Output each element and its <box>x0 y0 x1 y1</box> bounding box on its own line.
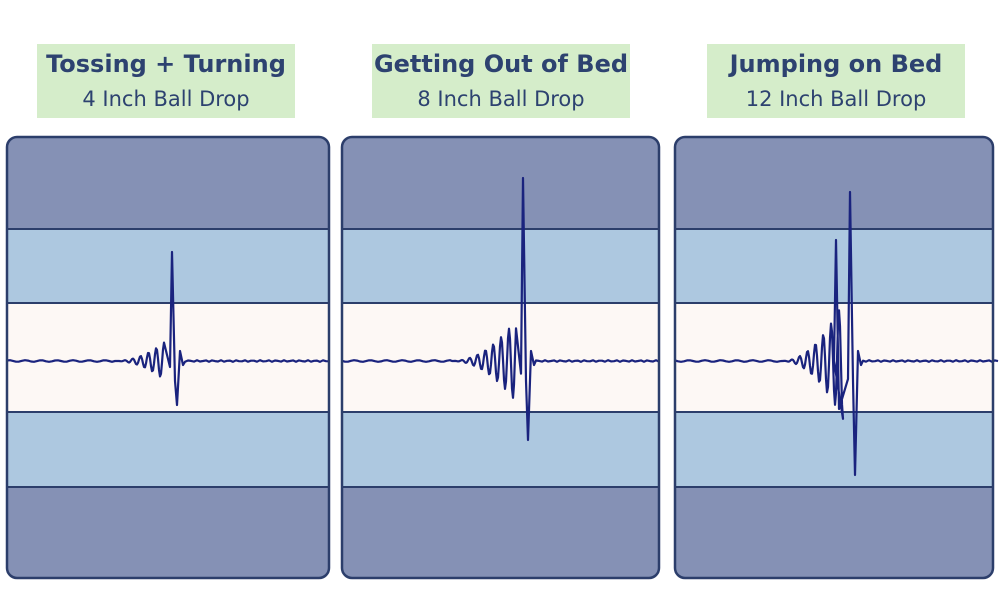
band <box>342 487 659 578</box>
panel-border <box>673 135 995 580</box>
band <box>342 412 659 487</box>
panel-title: Tossing + Turning <box>46 50 286 78</box>
label-box <box>707 44 965 118</box>
label-box <box>37 44 295 118</box>
band <box>675 229 993 303</box>
panel-subtitle: 4 Inch Ball Drop <box>82 87 249 111</box>
band <box>675 137 993 229</box>
panel-title: Jumping on Bed <box>728 50 943 78</box>
band <box>7 487 329 578</box>
label-box <box>372 44 630 118</box>
band <box>7 229 329 303</box>
band <box>342 137 659 229</box>
band <box>675 412 993 487</box>
waveform <box>674 190 999 477</box>
band <box>342 229 659 303</box>
band <box>7 412 329 487</box>
waveform <box>342 176 659 442</box>
panel-title: Getting Out of Bed <box>374 50 628 78</box>
panel <box>342 137 659 578</box>
waveform <box>7 250 329 407</box>
band <box>675 487 993 578</box>
band <box>342 303 659 412</box>
band <box>7 137 329 229</box>
panel-border <box>5 135 331 580</box>
panel <box>7 137 329 578</box>
panel-border <box>340 135 661 580</box>
panel-subtitle: 8 Inch Ball Drop <box>417 87 584 111</box>
panel-subtitle: 12 Inch Ball Drop <box>746 87 927 111</box>
